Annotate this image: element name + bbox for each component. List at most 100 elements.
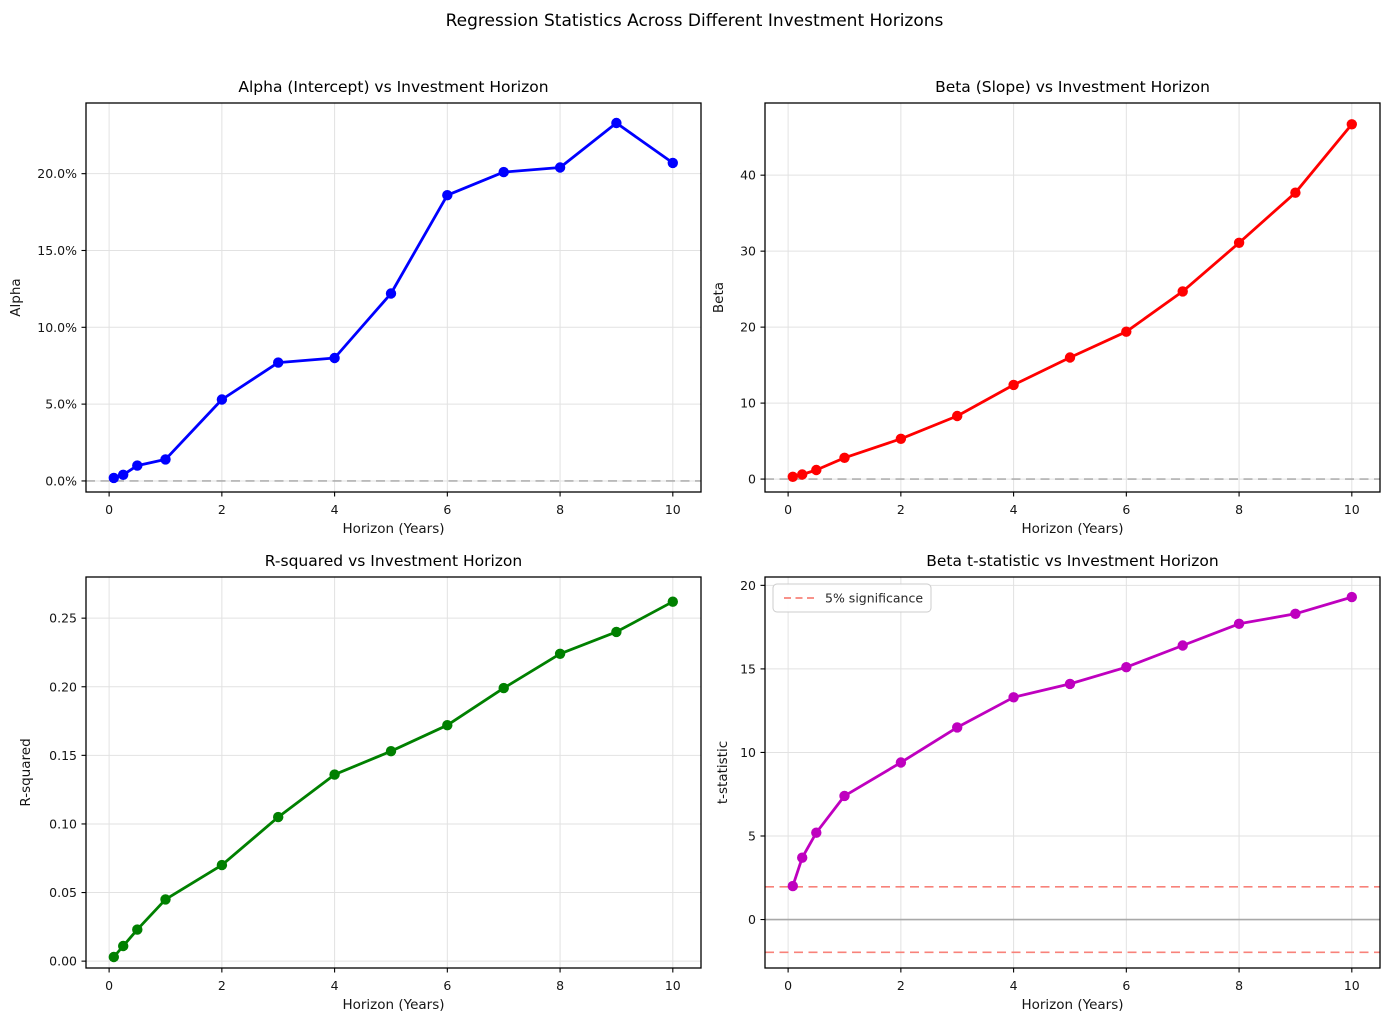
r-squared-xlabel: Horizon (Years) (342, 997, 444, 1013)
r-squared-data-point (273, 811, 284, 823)
t-statistic-data-point (811, 827, 822, 838)
beta-chart: 0 2 4 6 8 10 0 10 20 30 40 Beta (Slope) vs Investme… (711, 78, 1381, 537)
r-squared-data-point (160, 894, 171, 905)
x-tick-label: 2 (218, 978, 226, 993)
r-squared-data-point (442, 720, 453, 731)
t-statistic-data-point (787, 880, 798, 892)
beta-data-point (1233, 237, 1245, 248)
t-statistic-data-point (1290, 608, 1301, 619)
t-statistic-chart: 0 2 4 6 8 10 0 5 10 15 20 Beta t-statistic vs Inves… (715, 552, 1381, 1013)
r-squared-chart: 0 2 4 6 8 10 0.00 0.05 0.10 0.15 0.20 0.25 R-squared… (18, 552, 702, 1013)
y-tick-label: 20 (740, 320, 756, 335)
y-tick-label: 0.25 (49, 611, 77, 626)
beta-data-point (1121, 326, 1132, 337)
r-squared-data-point (611, 626, 622, 638)
t-statistic-series-line (791, 595, 1354, 888)
x-tick-label: 4 (1010, 978, 1018, 993)
x-tick-label: 10 (665, 502, 681, 517)
t-statistic-data-point (797, 852, 808, 863)
beta-data-point (787, 471, 798, 482)
beta-series-line (791, 122, 1354, 479)
t-statistic-data-point (1121, 662, 1132, 673)
x-tick-label: 4 (331, 502, 339, 517)
alpha-title: Alpha (Intercept) vs Investment Horizon (238, 78, 548, 96)
x-tick-label: 8 (556, 978, 564, 993)
r-squared-data-point (498, 682, 509, 694)
t-statistic-data-point (1177, 640, 1188, 651)
alpha-data-point (498, 166, 509, 178)
r-squared-data-point (108, 951, 120, 963)
x-tick-label: 0 (105, 502, 113, 517)
t-statistic-data-point (1233, 618, 1245, 629)
x-tick-label: 2 (897, 978, 905, 993)
r-squared-ylabel: R-squared (18, 738, 34, 806)
x-tick-label: 2 (218, 502, 226, 517)
t-statistic-ylabel: t-statistic (715, 741, 731, 804)
beta-data-point (1064, 352, 1076, 363)
y-tick-label: 0 (748, 912, 756, 927)
beta-data-point (1177, 286, 1188, 297)
x-tick-label: 2 (897, 502, 905, 517)
alpha-data-point (108, 472, 120, 484)
alpha-data-point (611, 117, 622, 129)
beta-data-point (797, 469, 808, 480)
y-tick-label: 5 (748, 828, 756, 843)
x-tick-label: 0 (784, 502, 792, 517)
x-tick-label: 10 (1344, 502, 1360, 517)
beta-data-point (1346, 119, 1358, 130)
y-tick-label: 0.00 (49, 954, 77, 969)
alpha-data-point (273, 357, 284, 368)
x-tick-label: 8 (556, 502, 564, 517)
x-tick-label: 6 (443, 978, 451, 993)
x-tick-label: 6 (1122, 978, 1130, 993)
alpha-data-point (442, 190, 453, 201)
alpha-xlabel: Horizon (Years) (342, 521, 444, 537)
beta-ylabel: Beta (711, 282, 727, 313)
alpha-data-point (216, 394, 228, 405)
x-tick-label: 6 (443, 502, 451, 517)
r-squared-data-point (667, 596, 678, 607)
y-tick-label: 0.0% (45, 473, 77, 488)
x-tick-label: 0 (105, 978, 113, 993)
x-tick-label: 10 (1344, 978, 1360, 993)
legend-box (772, 583, 932, 613)
x-tick-label: 6 (1122, 502, 1130, 517)
x-tick-label: 10 (665, 978, 681, 993)
r-squared-data-point (385, 746, 397, 757)
axes-frame (764, 102, 1381, 493)
alpha-series-line (112, 121, 675, 480)
r-squared-data-point (132, 924, 143, 935)
x-tick-label: 8 (1235, 978, 1243, 993)
t-statistic-data-point (1064, 678, 1076, 690)
x-tick-label: 8 (1235, 502, 1243, 517)
beta-data-point (895, 433, 907, 444)
y-tick-label: 10 (740, 745, 756, 760)
beta-title: Beta (Slope) vs Investment Horizon (935, 78, 1210, 96)
r-squared-title: R-squared vs Investment Horizon (265, 552, 522, 570)
y-tick-label: 15 (740, 661, 756, 676)
alpha-ylabel: Alpha (8, 278, 24, 316)
alpha-data-point (132, 460, 143, 471)
y-tick-label: 0.05 (49, 885, 77, 900)
r-squared-data-point (554, 648, 566, 659)
y-tick-label: 0 (748, 472, 756, 487)
y-tick-label: 40 (740, 168, 756, 183)
axes-frame (85, 576, 702, 969)
legend-label: 5% significance (825, 591, 923, 606)
y-tick-label: 0.20 (49, 679, 77, 694)
y-tick-label: 0.10 (49, 816, 77, 831)
x-tick-label: 0 (784, 978, 792, 993)
r-squared-series-line (112, 600, 675, 959)
y-tick-label: 0.15 (49, 748, 77, 763)
beta-data-point (1290, 187, 1301, 198)
r-squared-data-point (329, 769, 340, 780)
alpha-data-point (160, 454, 171, 465)
beta-data-point (952, 410, 963, 422)
alpha-data-point (667, 157, 678, 169)
y-tick-label: 5.0% (45, 397, 77, 412)
t-statistic-xlabel: Horizon (Years) (1021, 997, 1123, 1013)
y-tick-label: 20.0% (37, 166, 77, 181)
beta-data-point (811, 464, 822, 476)
